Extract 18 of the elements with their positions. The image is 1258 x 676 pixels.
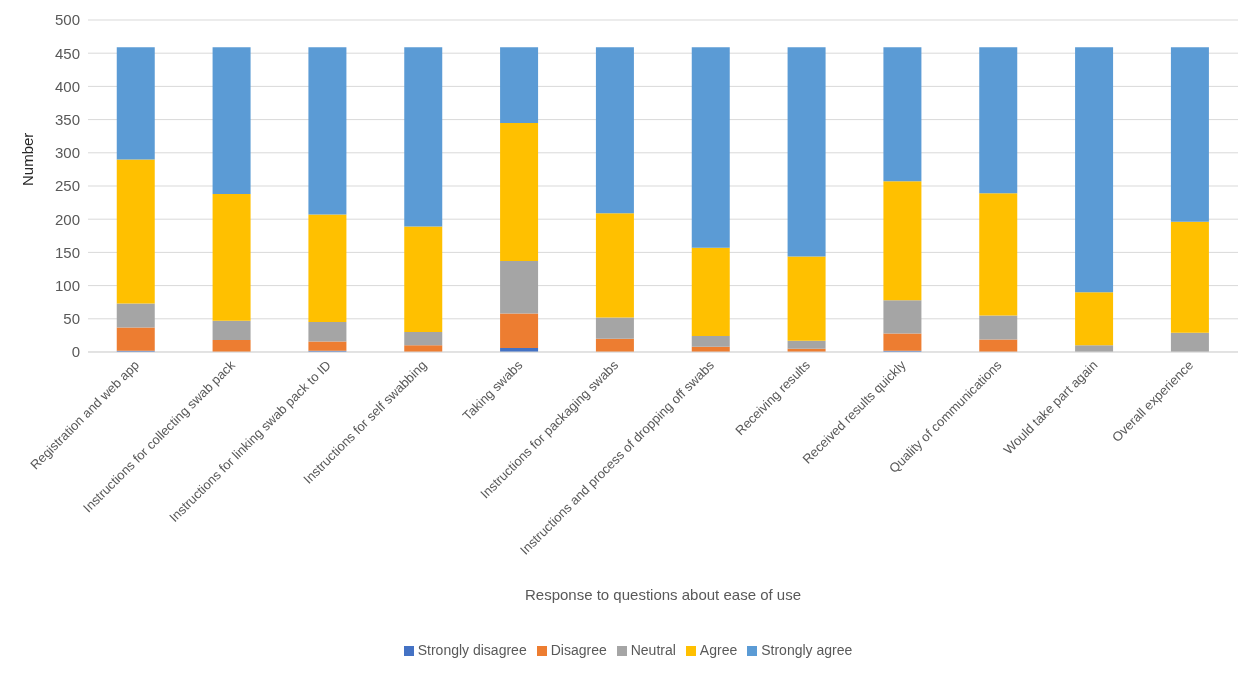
y-tick-label: 100 xyxy=(54,276,80,294)
y-tick-label: 500 xyxy=(54,11,80,29)
y-tick-label: 200 xyxy=(54,210,80,228)
y-tick-label: 400 xyxy=(54,77,80,95)
legend-label: Agree xyxy=(699,642,738,658)
legend-label: Neutral xyxy=(630,642,676,658)
y-tick-label: 250 xyxy=(54,177,80,195)
y-tick-label: 350 xyxy=(54,110,80,128)
legend-label: Strongly disagree xyxy=(417,642,527,658)
x-axis-title: Response to questions about ease of use xyxy=(524,586,802,603)
y-axis-title: Number xyxy=(19,132,37,186)
y-tick-label: 300 xyxy=(54,144,80,162)
legend-label: Strongly agree xyxy=(761,642,853,658)
y-tick-label: 50 xyxy=(63,310,80,328)
legend-label: Disagree xyxy=(550,642,607,658)
y-tick-label: 150 xyxy=(54,243,80,261)
y-tick-label: 450 xyxy=(54,44,80,62)
y-tick-label: 0 xyxy=(71,343,80,361)
